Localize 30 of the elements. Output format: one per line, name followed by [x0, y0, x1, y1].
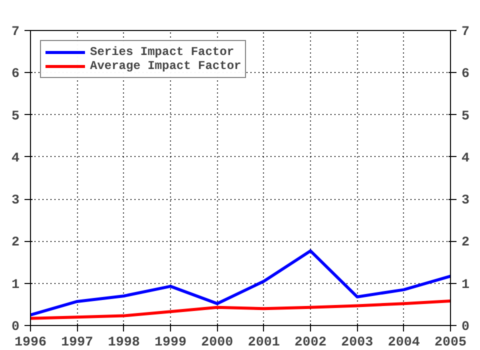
x-tick-label: 2002 [294, 336, 327, 350]
y-tick-label: 0 [12, 320, 20, 335]
x-tick-label: 1996 [14, 336, 47, 350]
legend-label: Average Impact Factor [90, 59, 242, 73]
y2-tick-label: 1 [462, 278, 470, 293]
x-tick-label: 1999 [154, 336, 187, 350]
y-tick-label: 5 [12, 109, 20, 124]
x-tick-label: 1997 [61, 336, 94, 350]
line-series [30, 300, 450, 320]
x-tick-label: 2001 [248, 336, 280, 350]
y2-tick-label: 3 [462, 194, 470, 209]
x-tick-label: 2004 [388, 336, 420, 350]
y-tick-label: 1 [12, 278, 20, 293]
y2-tick-label: 5 [462, 109, 470, 124]
x-tick-label: 2000 [201, 336, 234, 350]
x-tick-label: 1998 [108, 336, 140, 350]
legend-label: Series Impact Factor [90, 45, 234, 59]
y-tick-label: 2 [12, 236, 20, 251]
y2-tick-label: 2 [462, 236, 470, 251]
x-tick-label: 2005 [434, 336, 467, 350]
y-tick-label: 6 [12, 67, 20, 82]
y-tick-label: 7 [12, 25, 20, 40]
line-series [30, 249, 450, 316]
y2-tick-label: 6 [462, 67, 470, 82]
y2-tick-label: 7 [462, 25, 470, 40]
y2-tick-label: 0 [462, 320, 470, 335]
y-tick-label: 4 [12, 151, 20, 166]
x-tick-label: 2003 [341, 336, 374, 350]
y2-tick-label: 4 [462, 151, 470, 166]
y-tick-label: 3 [12, 194, 20, 209]
